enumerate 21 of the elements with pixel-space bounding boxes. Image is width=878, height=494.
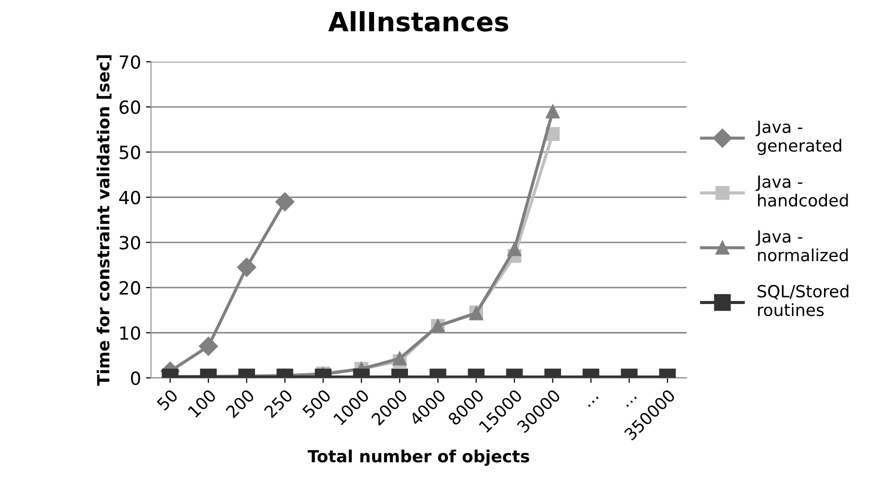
y-tick-label: 40	[119, 190, 140, 204]
y-tick-label: 20	[120, 281, 140, 295]
legend-label: Java - normalized	[756, 230, 848, 262]
x-tick-label: 250	[263, 388, 294, 418]
x-tick-label: 100	[187, 388, 217, 418]
y-tick-label: 0	[130, 371, 140, 386]
x-tick-label: 50	[156, 388, 178, 411]
x-axis-title: Total number of objects	[308, 450, 530, 466]
x-tick-label: …	[588, 396, 599, 408]
legend-label: SQL/Stored routines	[758, 284, 848, 316]
chart-title: AllInstances	[328, 11, 508, 32]
x-tick-label: 200	[225, 388, 255, 418]
y-tick-label: 60	[120, 100, 140, 114]
legend-label: Java - handcoded	[756, 176, 848, 207]
y-tick-label: 30	[120, 236, 140, 250]
legend-label: Java - generated	[756, 120, 842, 156]
x-tick-label: 500	[302, 388, 332, 418]
y-tick-label: 10	[120, 326, 140, 340]
y-tick-label: 70	[120, 55, 140, 69]
y-tick-label: 50	[120, 146, 140, 160]
y-axis-title: Time for constraint validation [sec]	[96, 55, 112, 386]
